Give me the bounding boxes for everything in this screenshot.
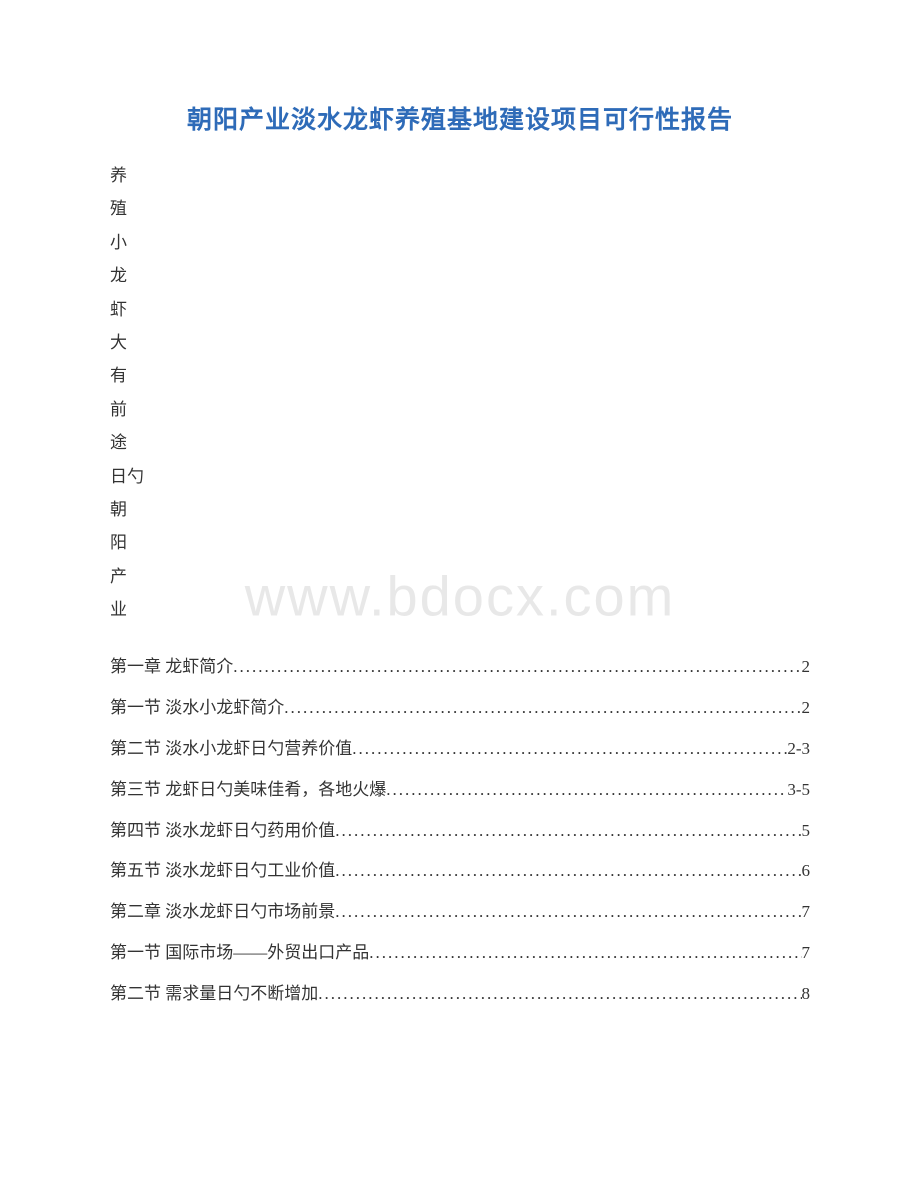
toc-page: 2-3	[787, 737, 810, 761]
toc-entry: 第二节 需求量日勺不断增加 ..........................…	[110, 982, 810, 1006]
toc-entry: 第四节 淡水龙虾日勺药用价值 .........................…	[110, 819, 810, 843]
document-title: 朝阳产业淡水龙虾养殖基地建设项目可行性报告	[110, 100, 810, 136]
toc-dots: ........................................…	[335, 819, 801, 843]
toc-label: 第二节 需求量日勺不断增加	[110, 982, 318, 1006]
toc-page: 7	[802, 900, 811, 924]
toc-dots: ........................................…	[318, 982, 801, 1006]
vertical-char: 途	[110, 433, 810, 453]
toc-page: 3-5	[787, 778, 810, 802]
toc-entry: 第五节 淡水龙虾日勺工业价值 .........................…	[110, 859, 810, 883]
toc-entry: 第一章 龙虾简介 ...............................…	[110, 655, 810, 679]
vertical-char: 虾	[110, 300, 810, 320]
toc-label: 第四节 淡水龙虾日勺药用价值	[110, 819, 335, 843]
vertical-char: 殖	[110, 199, 810, 219]
toc-label: 第一节 淡水小龙虾简介	[110, 696, 284, 720]
toc-page: 7	[802, 941, 811, 965]
vertical-char: 产	[110, 567, 810, 587]
vertical-char: 养	[110, 166, 810, 186]
toc-dots: ........................................…	[335, 900, 801, 924]
toc-label: 第三节 龙虾日勺美味佳肴，各地火爆	[110, 778, 386, 802]
vertical-char: 日勺	[110, 467, 810, 487]
toc-dots: ........................................…	[352, 737, 787, 761]
toc-page: 8	[802, 982, 811, 1006]
vertical-char: 小	[110, 233, 810, 253]
toc-dots: ........................................…	[233, 655, 801, 679]
toc-entry: 第二章 淡水龙虾日勺市场前景 .........................…	[110, 900, 810, 924]
toc-label: 第一节 国际市场——外贸出口产品	[110, 941, 369, 965]
vertical-char: 朝	[110, 500, 810, 520]
vertical-char: 前	[110, 400, 810, 420]
toc-entry: 第一节 淡水小龙虾简介 ............................…	[110, 696, 810, 720]
toc-label: 第二章 淡水龙虾日勺市场前景	[110, 900, 335, 924]
table-of-contents: 第一章 龙虾简介 ...............................…	[110, 655, 810, 1005]
toc-entry: 第一节 国际市场——外贸出口产品 .......................…	[110, 941, 810, 965]
toc-page: 2	[802, 696, 811, 720]
toc-page: 2	[802, 655, 811, 679]
toc-dots: ........................................…	[386, 778, 787, 802]
toc-dots: ........................................…	[335, 859, 801, 883]
toc-page: 6	[802, 859, 811, 883]
vertical-subtitle: 养 殖 小 龙 虾 大 有 前 途 日勺 朝 阳 产 业	[110, 166, 810, 620]
toc-entry: 第三节 龙虾日勺美味佳肴，各地火爆 ......................…	[110, 778, 810, 802]
vertical-char: 阳	[110, 533, 810, 553]
toc-dots: ........................................…	[369, 941, 801, 965]
toc-label: 第一章 龙虾简介	[110, 655, 233, 679]
document-content: 朝阳产业淡水龙虾养殖基地建设项目可行性报告 养 殖 小 龙 虾 大 有 前 途 …	[110, 100, 810, 1006]
vertical-char: 大	[110, 333, 810, 353]
toc-page: 5	[802, 819, 811, 843]
vertical-char: 业	[110, 600, 810, 620]
toc-entry: 第二节 淡水小龙虾日勺营养价值 ........................…	[110, 737, 810, 761]
toc-label: 第五节 淡水龙虾日勺工业价值	[110, 859, 335, 883]
vertical-char: 有	[110, 366, 810, 386]
toc-label: 第二节 淡水小龙虾日勺营养价值	[110, 737, 352, 761]
vertical-char: 龙	[110, 266, 810, 286]
toc-dots: ........................................…	[284, 696, 801, 720]
